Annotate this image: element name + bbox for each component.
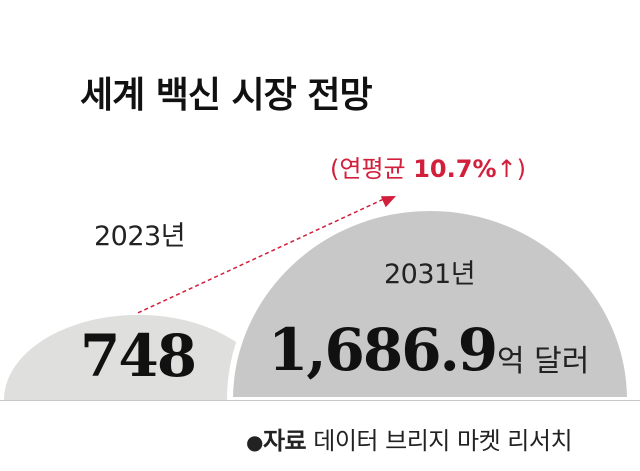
source-text: 데이터 브리지 마켓 리서치	[306, 427, 573, 455]
source-note: ●자료 데이터 브리지 마켓 리서치	[246, 421, 573, 456]
value-unit: 억 달러	[497, 344, 590, 379]
growth-annotation: (연평균 10.7%↑)	[330, 149, 526, 184]
growth-arrow	[137, 197, 387, 314]
growth-annotation-close: ↑)	[496, 155, 526, 183]
growth-arrowhead-icon	[380, 196, 396, 208]
bar-2023	[4, 314, 272, 400]
value-label-2031: 1,686.9	[268, 316, 498, 384]
source-label: 자료	[262, 427, 307, 455]
bullet-icon: ●	[246, 430, 263, 454]
growth-annotation-open: (연평균	[330, 155, 414, 183]
category-label-2023: 2023년	[94, 221, 186, 252]
growth-rate: 10.7%	[413, 155, 497, 183]
bar-2031	[226, 204, 634, 403]
category-label-2031: 2031년	[384, 259, 476, 290]
chart-title: 세계 백신 시장 전망	[80, 75, 373, 116]
value-label-2023: 748	[80, 322, 197, 390]
